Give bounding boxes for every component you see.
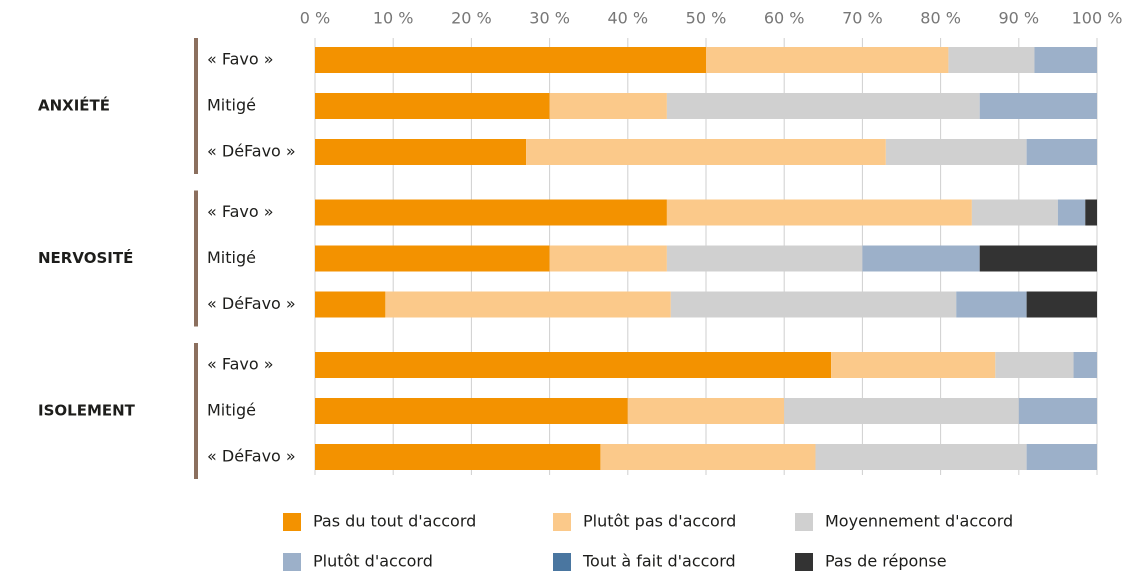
bar-segment — [666, 245, 863, 272]
y-tick-label: Mitigé — [207, 248, 256, 267]
bar-segment — [1057, 199, 1086, 226]
bar-segment — [1026, 291, 1097, 318]
x-tick-label: 70 % — [842, 9, 883, 28]
bar-segment — [315, 398, 628, 424]
group-label: ANXIÉTÉ — [38, 96, 110, 115]
bar-segment — [315, 199, 667, 226]
y-tick-label: « Favo » — [207, 202, 274, 221]
bar-segment — [315, 245, 550, 272]
y-tick-label: « Favo » — [207, 50, 274, 69]
legend-swatch — [283, 553, 301, 571]
bar-segment — [956, 291, 1027, 318]
bar-segment — [862, 245, 980, 272]
bar-segment — [831, 352, 996, 378]
legend-label: Plutôt d'accord — [313, 552, 433, 571]
y-tick-label: « DéFavo » — [207, 142, 296, 161]
bar-segment — [666, 199, 972, 226]
bar-segment — [315, 93, 550, 119]
bar-segment — [526, 139, 886, 165]
bar-segment — [706, 47, 949, 73]
bar-segment — [1034, 47, 1097, 73]
legend-swatch — [553, 513, 571, 531]
bar-segment — [979, 245, 1097, 272]
x-tick-label: 0 % — [300, 9, 330, 28]
bar-segment — [315, 444, 601, 470]
group-separator — [194, 343, 198, 479]
bar-segment — [1073, 352, 1097, 378]
group-separator — [194, 190, 198, 327]
bar-segment — [315, 352, 832, 378]
legend-label: Pas du tout d'accord — [313, 512, 476, 531]
bar-segment — [315, 291, 386, 318]
y-tick-label: « DéFavo » — [207, 447, 296, 466]
bar-segment — [784, 398, 1019, 424]
x-tick-label: 20 % — [451, 9, 492, 28]
bar-segment — [971, 199, 1058, 226]
bar-segment — [1026, 444, 1097, 470]
bar-segment — [549, 93, 667, 119]
bar-segment — [666, 93, 980, 119]
y-tick-label: Mitigé — [207, 401, 256, 420]
x-tick-label: 10 % — [373, 9, 414, 28]
x-tick-label: 50 % — [686, 9, 727, 28]
bar-segment — [549, 245, 667, 272]
bar-segment — [315, 47, 706, 73]
x-tick-label: 100 % — [1072, 9, 1123, 28]
bar-segment — [315, 139, 527, 165]
bar-segment — [1018, 398, 1097, 424]
x-tick-label: 80 % — [920, 9, 961, 28]
y-tick-label: Mitigé — [207, 96, 256, 115]
legend-label: Moyennement d'accord — [825, 512, 1013, 531]
legend-swatch — [553, 553, 571, 571]
bar-segment — [1026, 139, 1097, 165]
bar-segment — [385, 291, 671, 318]
bar-segment — [627, 398, 785, 424]
legend-label: Plutôt pas d'accord — [583, 512, 736, 531]
legend-swatch — [795, 553, 813, 571]
legend-swatch — [795, 513, 813, 531]
group-label: NERVOSITÉ — [38, 248, 133, 267]
y-tick-label: « Favo » — [207, 355, 274, 374]
bar-segment — [600, 444, 816, 470]
legend-swatch — [283, 513, 301, 531]
bar-segment — [995, 352, 1074, 378]
bar-segment — [948, 47, 1035, 73]
bar-segment — [885, 139, 1027, 165]
x-tick-label: 40 % — [607, 9, 648, 28]
group-separator — [194, 38, 198, 174]
y-tick-label: « DéFavo » — [207, 294, 296, 313]
x-tick-label: 30 % — [529, 9, 570, 28]
bar-segment — [979, 93, 1097, 119]
x-tick-label: 60 % — [764, 9, 805, 28]
legend-label: Tout à fait d'accord — [582, 552, 736, 571]
bar-segment — [670, 291, 957, 318]
x-tick-label: 90 % — [998, 9, 1039, 28]
group-label: ISOLEMENT — [38, 402, 136, 420]
legend-label: Pas de réponse — [825, 552, 947, 571]
bar-segment — [1085, 199, 1097, 226]
bar-segment — [815, 444, 1027, 470]
